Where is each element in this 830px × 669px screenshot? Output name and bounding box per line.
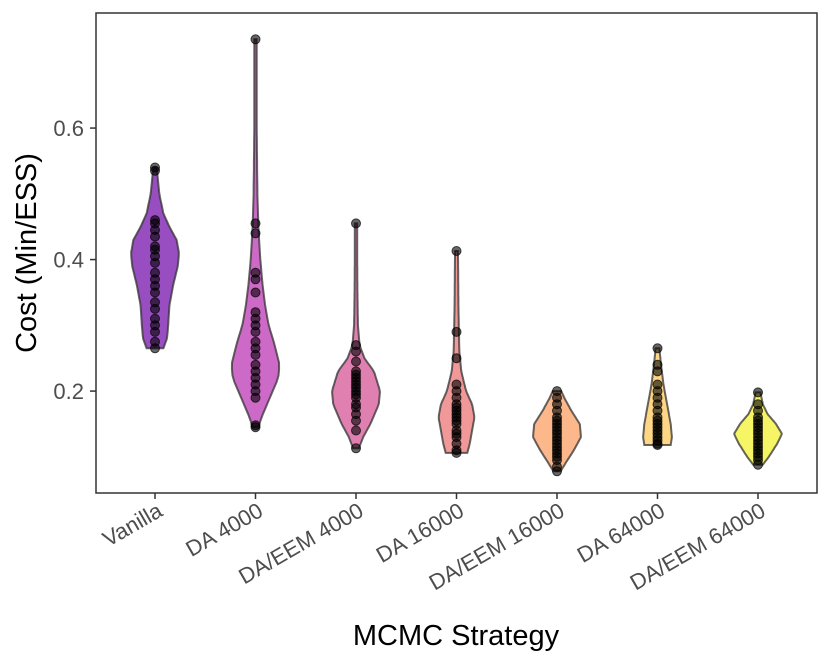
data-point	[150, 313, 160, 324]
point-layer	[150, 34, 763, 477]
data-point	[753, 387, 763, 398]
data-point	[250, 218, 261, 229]
data-point	[150, 297, 160, 308]
data-point	[250, 228, 261, 239]
data-point	[552, 386, 562, 397]
data-point	[351, 425, 361, 436]
data-point	[150, 215, 160, 226]
data-point	[351, 356, 361, 367]
data-point	[753, 399, 763, 410]
data-point	[250, 267, 261, 278]
data-point	[351, 218, 361, 229]
y-tick-label: 0.4	[53, 248, 84, 273]
data-point	[351, 366, 361, 377]
data-point	[652, 379, 663, 390]
data-point	[150, 162, 160, 173]
data-point	[250, 307, 261, 318]
data-point	[451, 326, 462, 337]
data-point	[250, 336, 261, 347]
data-point	[451, 379, 462, 390]
y-tick-label: 0.6	[53, 116, 84, 141]
data-point	[250, 34, 261, 45]
x-axis-title: MCMC Strategy	[353, 620, 560, 652]
data-point	[652, 359, 663, 370]
y-axis-title: Cost (Min/ESS)	[11, 153, 43, 353]
data-point	[351, 443, 361, 454]
y-tick-label: 0.2	[53, 379, 84, 404]
data-point	[250, 359, 261, 370]
data-point	[150, 267, 160, 278]
data-point	[250, 287, 261, 298]
data-point	[250, 420, 261, 431]
data-point	[451, 246, 462, 256]
y-axis: 0.2 0.4 0.6	[53, 116, 96, 404]
data-point	[150, 336, 160, 347]
data-point	[351, 340, 361, 351]
data-point	[150, 241, 160, 252]
data-point	[451, 353, 462, 364]
data-point	[652, 343, 663, 354]
